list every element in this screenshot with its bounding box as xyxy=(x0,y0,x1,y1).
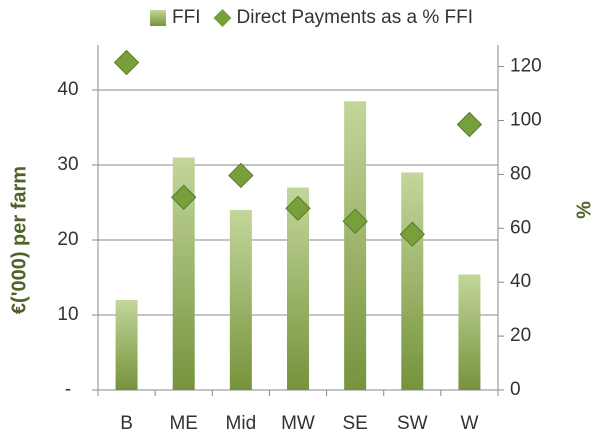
diamond-marker xyxy=(171,184,197,210)
x-tick-label: B xyxy=(120,413,133,434)
legend-swatch xyxy=(213,9,232,27)
y-tick-label: 30 xyxy=(57,154,78,175)
bar xyxy=(115,300,138,390)
y2-tick-label: 100 xyxy=(510,109,542,130)
y-tick-label: 10 xyxy=(57,304,78,325)
y2-tick-label: 120 xyxy=(510,56,542,77)
bar xyxy=(172,157,195,390)
legend-label: FFI xyxy=(172,7,201,28)
diamond-marker xyxy=(342,208,368,234)
bar xyxy=(229,210,252,390)
diamond-marker xyxy=(228,162,254,189)
legend-swatch xyxy=(150,10,166,26)
y2-tick-label: 20 xyxy=(510,325,531,346)
bar xyxy=(401,172,424,390)
y2-tick-label: 0 xyxy=(510,379,521,400)
bar xyxy=(344,101,367,390)
y2-tick-label: 40 xyxy=(510,271,531,292)
diamond-marker xyxy=(399,221,425,247)
y-tick-label: 20 xyxy=(57,229,78,250)
legend-label: Direct Payments as a % FFI xyxy=(237,7,474,28)
x-tick-label: ME xyxy=(169,413,198,434)
x-tick-label: SW xyxy=(397,413,428,434)
x-tick-label: SE xyxy=(342,413,367,434)
bar xyxy=(458,274,481,390)
diamond-marker xyxy=(456,111,483,138)
y2-tick-label: 80 xyxy=(510,163,531,184)
y-tick-label: - xyxy=(65,379,71,400)
x-tick-label: W xyxy=(460,413,478,434)
diamond-marker xyxy=(285,195,311,222)
y2-tick-label: 60 xyxy=(510,217,531,238)
x-tick-label: MW xyxy=(281,413,315,434)
y-tick-label: 40 xyxy=(57,79,78,100)
y2-axis-title: % xyxy=(573,201,595,219)
y-axis-title: €('000) per farm xyxy=(8,166,30,314)
diamond-marker xyxy=(113,49,140,76)
bar xyxy=(287,187,309,390)
x-tick-label: Mid xyxy=(226,413,257,434)
